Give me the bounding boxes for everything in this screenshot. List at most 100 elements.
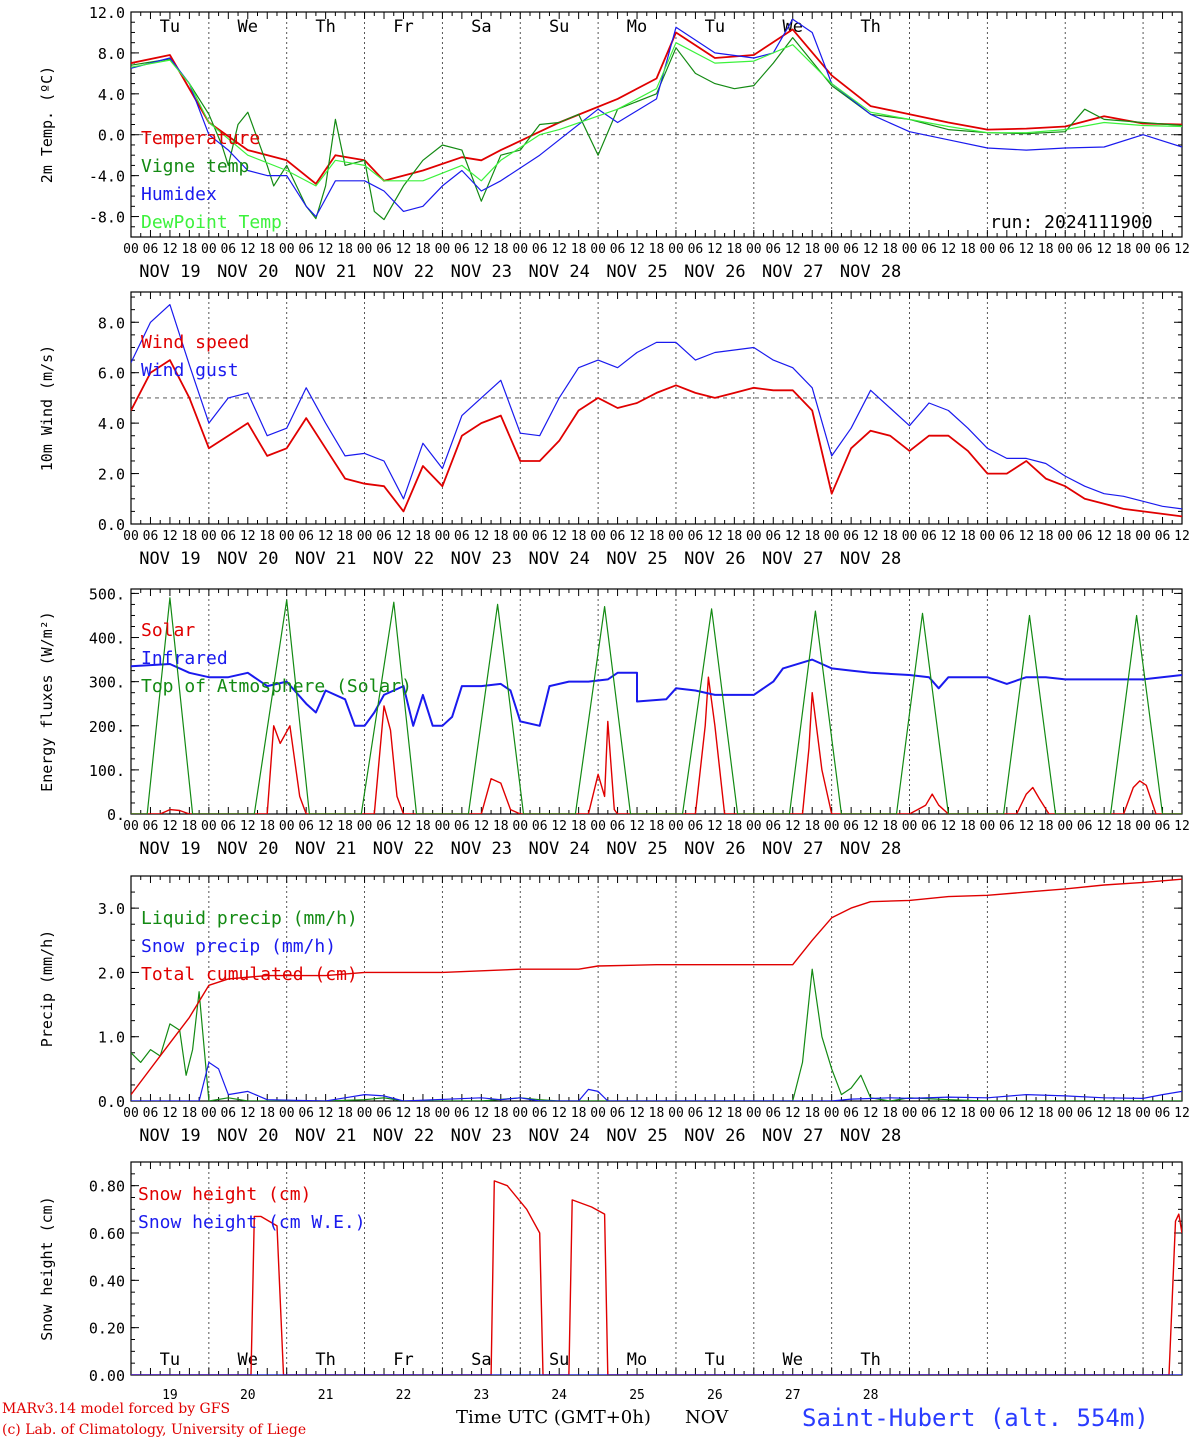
hour-tick-label: 06 [765,1106,781,1121]
hour-tick-label: 18 [571,1106,587,1121]
credit-model: MARv3.14 model forced by GFS [2,1401,230,1417]
hour-tick-label: 18 [182,819,198,834]
legend-entry: Top of Atmosphere (Solar) [141,676,412,697]
hour-tick-label: 06 [143,242,159,257]
series-line [131,359,1182,518]
legend-entry: Solar [141,620,195,641]
date-label: NOV 25 [606,262,667,282]
hour-tick-label: 06 [921,529,937,544]
hour-tick-label: 06 [1155,1106,1171,1121]
hour-tick-label: 12 [629,529,645,544]
series-line [131,878,1182,1096]
hour-tick-label: 00 [980,529,996,544]
hour-tick-label: 18 [571,529,587,544]
hour-tick-label: 06 [688,529,704,544]
hour-tick-label: 00 [357,1106,373,1121]
y-tick-label: 300. [89,674,125,692]
day-number-label: 20 [240,1388,256,1403]
hour-tick-label: 12 [240,529,256,544]
hour-tick-label: 00 [512,242,528,257]
hour-tick-label: 18 [804,242,820,257]
y-axis-label: 10m Wind (m/s) [38,345,56,471]
hour-tick-label: 12 [240,819,256,834]
hour-tick-label: 18 [1116,819,1132,834]
hour-tick-label: 18 [804,529,820,544]
hour-tick-label: 00 [902,242,918,257]
y-tick-label: 500. [89,585,125,603]
hour-tick-label: 12 [162,242,178,257]
weekday-label: Tu [705,1350,725,1370]
hour-tick-label: 12 [785,242,801,257]
y-tick-label: 1.0 [98,1029,125,1047]
y-tick-label: 200. [89,718,125,736]
hour-tick-label: 00 [279,242,295,257]
date-label: NOV 27 [762,1126,823,1146]
hour-tick-label: 06 [688,1106,704,1121]
date-label: NOV 20 [217,549,278,569]
hour-tick-label: 12 [318,1106,334,1121]
chart-panel-5: 0.80 0.60 0.40 0.20 0.00 Snow height (cm) Tu We… [38,1161,1183,1403]
hour-tick-label: 00 [980,819,996,834]
y-tick-label: 4.0 [98,86,125,104]
y-axis-label: Precip (mm/h) [38,930,56,1047]
hour-tick-label: 06 [143,529,159,544]
hour-tick-label: 06 [921,242,937,257]
hour-tick-label: 06 [843,529,859,544]
hour-tick-label: 00 [1057,819,1073,834]
hour-tick-label: 06 [610,242,626,257]
hour-tick-label: 12 [785,819,801,834]
hour-tick-label: 06 [765,819,781,834]
day-number-label: 27 [785,1388,801,1403]
hour-tick-label: 06 [143,1106,159,1121]
hour-tick-label: 18 [1038,529,1054,544]
hour-tick-label: 06 [298,242,314,257]
hour-tick-label: 00 [1057,242,1073,257]
hour-tick-label: 06 [532,529,548,544]
hour-tick-label: 18 [415,1106,431,1121]
hour-tick-label: 18 [882,1106,898,1121]
hour-tick-label: 18 [182,1106,198,1121]
date-label: NOV 23 [451,262,512,282]
hour-tick-label: 06 [532,1106,548,1121]
date-label: NOV 28 [840,549,901,569]
weekday-label: Fr [393,17,413,37]
hour-tick-label: 00 [1057,529,1073,544]
hour-tick-label: 12 [240,242,256,257]
series-line [131,28,1182,185]
hour-tick-label: 06 [921,819,937,834]
hour-tick-label: 12 [863,242,879,257]
hour-tick-label: 06 [143,819,159,834]
hour-tick-label: 06 [610,819,626,834]
hour-tick-label: 12 [1096,529,1112,544]
day-number-label: 21 [318,1388,334,1403]
hour-tick-label: 00 [123,1106,139,1121]
hour-tick-label: 00 [746,529,762,544]
weekday-label: Su [549,17,569,37]
legend-entry: Liquid precip (mm/h) [141,908,358,929]
time-axis-label: Time UTC (GMT+0h) [456,1407,651,1428]
hour-tick-label: 00 [824,819,840,834]
weekday-label: Fr [393,1350,413,1370]
series-group [131,878,1182,1101]
hour-tick-label: 12 [1174,242,1190,257]
legend-entry: Infrared [141,648,228,669]
date-label: NOV 20 [217,839,278,859]
hour-tick-label: 12 [318,819,334,834]
hour-tick-label: 18 [804,819,820,834]
y-tick-label: 2.0 [98,964,125,982]
y-tick-label: 0.80 [89,1178,125,1196]
hour-tick-label: 12 [551,242,567,257]
hour-tick-label: 00 [824,1106,840,1121]
hour-tick-label: 00 [201,1106,217,1121]
hour-tick-label: 12 [162,529,178,544]
month-label: NOV [685,1407,729,1428]
y-tick-label: 0.0 [98,516,125,534]
hour-tick-label: 18 [571,819,587,834]
hour-tick-label: 00 [902,819,918,834]
y-tick-label: 0.00 [89,1367,125,1385]
hour-tick-label: 06 [688,242,704,257]
hour-tick-label: 18 [1116,529,1132,544]
hour-tick-label: 12 [396,1106,412,1121]
hour-tick-label: 06 [298,529,314,544]
